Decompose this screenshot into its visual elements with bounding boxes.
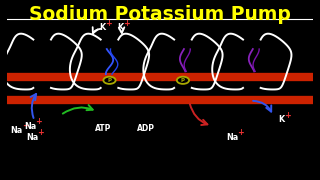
Circle shape	[177, 77, 189, 84]
Text: +: +	[284, 111, 291, 120]
Text: K: K	[117, 23, 123, 32]
Text: Na: Na	[26, 133, 38, 142]
Text: +: +	[35, 117, 42, 126]
Circle shape	[103, 77, 116, 84]
Text: P: P	[108, 78, 111, 83]
Text: +: +	[105, 19, 112, 28]
Text: Na: Na	[24, 122, 36, 131]
Text: +: +	[37, 128, 44, 137]
Text: Sodium Potassium Pump: Sodium Potassium Pump	[29, 4, 291, 24]
Text: Na: Na	[11, 126, 23, 135]
Text: ATP: ATP	[95, 124, 112, 133]
Text: ADP: ADP	[137, 124, 155, 133]
Text: +: +	[237, 128, 244, 137]
Text: K: K	[99, 23, 105, 32]
Text: P: P	[181, 78, 185, 83]
Text: K: K	[278, 115, 284, 124]
Text: +: +	[22, 121, 29, 130]
Text: Na: Na	[226, 133, 238, 142]
Text: +: +	[124, 19, 130, 28]
